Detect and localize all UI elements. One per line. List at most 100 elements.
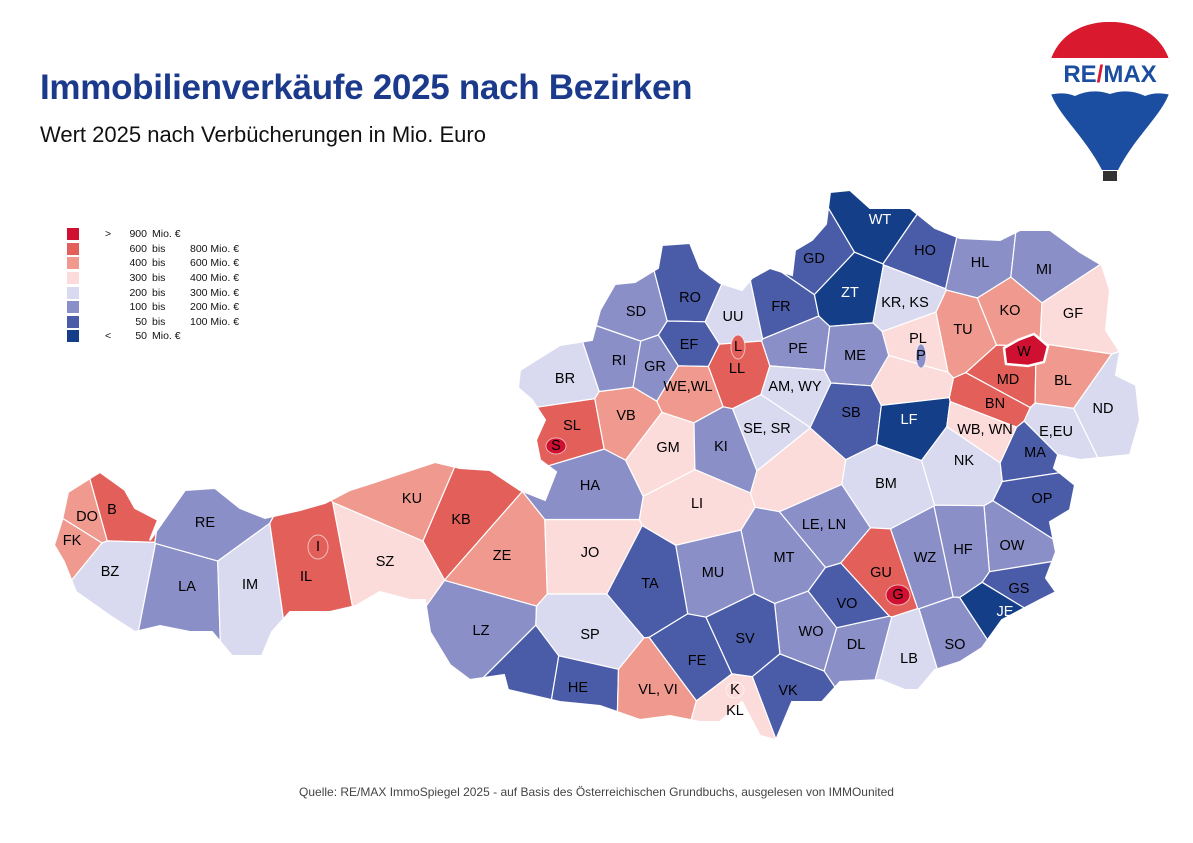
district-label: OW: [1000, 538, 1025, 554]
district-label: MU: [702, 565, 725, 581]
district-label: G: [892, 587, 903, 603]
district-w: [1002, 332, 1050, 368]
district-label: I: [316, 539, 320, 555]
legend-bis: bis: [152, 257, 166, 270]
legend-sym: >: [105, 228, 112, 241]
legend-from: 300: [129, 272, 147, 285]
legend-swatch: [67, 330, 79, 343]
legend-bis: Mio. €: [152, 330, 181, 343]
district-label: GU: [870, 565, 892, 581]
district-label: OP: [1032, 491, 1053, 507]
district-label: TA: [641, 576, 659, 592]
legend-item: 600 bis 800 Mio. €: [67, 242, 239, 257]
district-label: PL: [909, 331, 927, 347]
district-label: PE: [788, 341, 808, 357]
legend-to: 100 Mio. €: [190, 315, 240, 328]
district-label: WB, WN: [957, 422, 1013, 438]
district-label: LE, LN: [802, 517, 846, 533]
legend-bis: Mio. €: [152, 228, 181, 241]
legend-to: 200 Mio. €: [190, 301, 240, 314]
legend-bis: bis: [152, 286, 166, 299]
district-label: ME: [844, 348, 866, 364]
district-label: SZ: [376, 554, 395, 570]
legend-from: 50: [135, 315, 147, 328]
legend-from: 100: [129, 301, 147, 314]
district-label: P: [916, 348, 926, 364]
district-label: K: [730, 682, 740, 698]
district-label: BN: [985, 396, 1005, 412]
legend-from: 900: [129, 228, 147, 241]
district-label: BL: [1054, 373, 1072, 389]
district-label: ZE: [493, 548, 512, 564]
district-label: VO: [837, 596, 858, 612]
legend-to: 400 Mio. €: [190, 272, 240, 285]
district-label: SV: [735, 631, 755, 647]
austria-outline: [52, 188, 1142, 742]
legend-swatch: [67, 242, 79, 255]
legend-item: 50 bis 100 Mio. €: [67, 315, 239, 330]
district-s: [545, 437, 567, 455]
legend-bis: bis: [152, 315, 166, 328]
district-label: BR: [555, 371, 575, 387]
district-label: MA: [1024, 445, 1046, 461]
district-label: MI: [1036, 262, 1052, 278]
district-label: DL: [847, 637, 866, 653]
legend-to: 600 Mio. €: [190, 257, 240, 270]
district-label: VK: [778, 683, 798, 699]
legend-from: 50: [135, 330, 147, 343]
legend-swatch: [67, 315, 79, 328]
district-label: LL: [729, 361, 745, 377]
map-legend: >900 Mio. € 600 bis 800 Mio. € 400 bis 600 Mio.…: [67, 227, 239, 344]
district-label: HL: [971, 255, 990, 271]
legend-item: >900 Mio. €: [67, 227, 239, 242]
district-label: B: [107, 502, 117, 518]
legend-from: 400: [129, 257, 147, 270]
district-i: [307, 534, 329, 560]
legend-item: 400 bis 600 Mio. €: [67, 256, 239, 271]
district-label: AM, WY: [768, 379, 821, 395]
district-label: LB: [900, 651, 918, 667]
legend-item: <50 Mio. €: [67, 329, 239, 344]
page-subtitle: Wert 2025 nach Verbücherungen in Mio. Eu…: [40, 122, 486, 147]
district-l: [730, 334, 746, 360]
district-label: HF: [953, 542, 972, 558]
district-label: WO: [799, 624, 824, 640]
district-label: LI: [691, 496, 703, 512]
district-label: MT: [774, 550, 795, 566]
legend-from: 200: [129, 286, 147, 299]
district-label: FK: [63, 533, 82, 549]
district-label: KI: [714, 439, 728, 455]
district-label: GF: [1063, 306, 1083, 322]
legend-to: 800 Mio. €: [190, 242, 240, 255]
district-label: WZ: [914, 550, 937, 566]
district-label: SB: [841, 405, 860, 421]
district-label: KU: [402, 491, 422, 507]
district-g: [885, 584, 911, 606]
district-label: SP: [580, 627, 599, 643]
district-label: IM: [242, 577, 258, 593]
district-label: ZT: [841, 285, 859, 301]
legend-swatch: [67, 286, 79, 299]
district-label: KL: [726, 703, 744, 719]
source-note: Quelle: RE/MAX ImmoSpiegel 2025 - auf Ba…: [299, 785, 894, 799]
district-label: DO: [76, 509, 98, 525]
district-label: RO: [679, 290, 701, 306]
district-label: SE, SR: [743, 421, 791, 437]
district-label: WT: [869, 212, 892, 228]
district-label: RI: [612, 353, 627, 369]
district-label: JE: [997, 604, 1014, 620]
legend-bis: bis: [152, 272, 166, 285]
legend-swatch: [67, 228, 79, 241]
legend-from: 600: [129, 242, 147, 255]
district-label: KB: [451, 512, 470, 528]
district-label: LA: [178, 579, 196, 595]
logo-text: RE/MAX: [1063, 61, 1156, 88]
legend-sym: <: [105, 330, 112, 343]
district-label: VL, VI: [638, 682, 678, 698]
district-label: GS: [1009, 581, 1030, 597]
district-label: GD: [803, 251, 825, 267]
legend-item: 100 bis 200 Mio. €: [67, 300, 239, 315]
district-label: LZ: [473, 623, 490, 639]
legend-to: 300 Mio. €: [190, 286, 240, 299]
